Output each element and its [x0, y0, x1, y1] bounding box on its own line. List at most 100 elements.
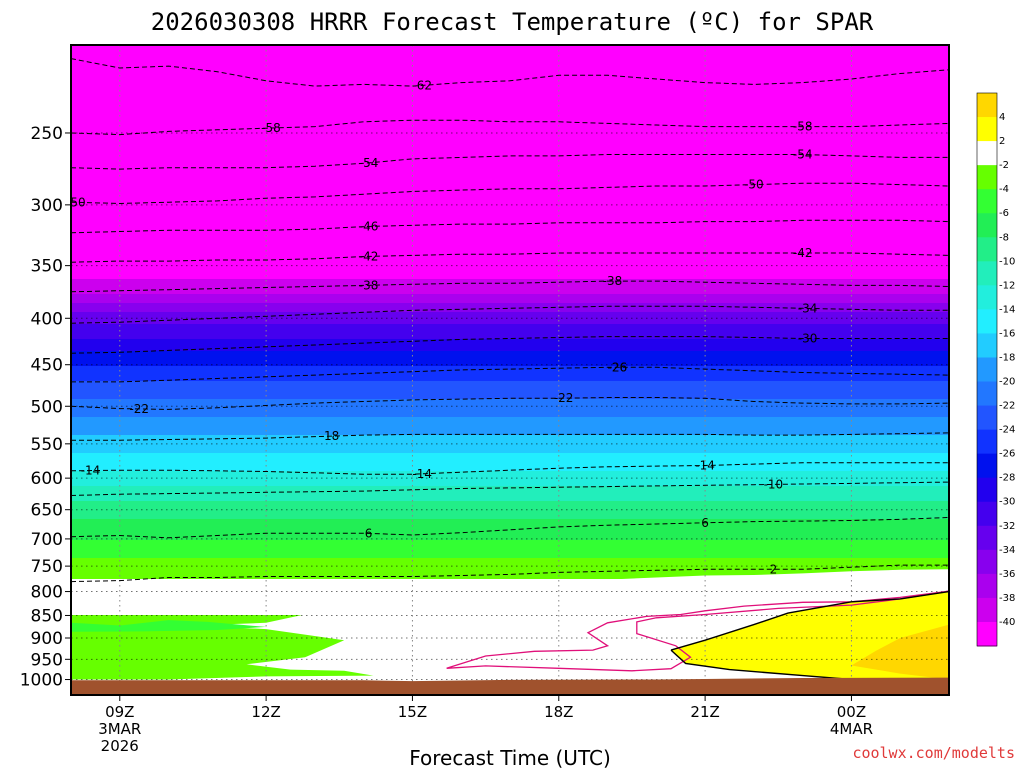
y-tick-label: 600: [31, 469, 63, 489]
contour-minus-42: [71, 252, 949, 263]
chart-title: 2026030308 HRRR Forecast Temperature (ºC…: [151, 8, 874, 36]
fill-band: [71, 177, 949, 181]
fill-band: [71, 375, 949, 379]
x-tick-label: 4MAR: [830, 720, 873, 738]
contour-label-text: -38: [359, 278, 379, 292]
colorbar-swatch: [977, 189, 997, 214]
fill-band: [71, 228, 949, 232]
fill-band: [71, 108, 949, 112]
fill-band: [71, 345, 949, 349]
fill-band: [71, 546, 949, 550]
contour-label-text: 2: [770, 562, 778, 576]
fill-band: [71, 285, 949, 289]
contour-label: -42: [359, 249, 379, 263]
contour-minus-58: [71, 119, 949, 136]
x-tick-label: 3MAR: [98, 720, 141, 738]
contour-lines: -62 -58 -54 -50 -46 -42 -38 -34 -30 -26 -22 -18 -14 -…: [71, 58, 949, 681]
colorbar-swatch: [977, 525, 997, 551]
fill-band: [71, 327, 949, 331]
colorbar-tick-label: -20: [999, 377, 1015, 388]
fill-band: [71, 207, 949, 211]
fill-band: [71, 426, 949, 430]
credit-link[interactable]: coolwx.com/modelts: [852, 744, 1015, 762]
y-tick-label: 850: [31, 606, 63, 626]
near-surface-cold-pocket: [71, 620, 267, 632]
fill-band: [71, 582, 949, 586]
x-tick-label: 21Z: [690, 703, 719, 721]
fill-band: [71, 318, 949, 322]
contour-label-text: -30: [798, 331, 818, 345]
fill-band: [71, 216, 949, 220]
contour-label-text: -38: [603, 274, 623, 288]
zero-contour-upper: [670, 590, 949, 651]
contour-minus-38: [71, 280, 949, 293]
fill-band: [71, 192, 949, 196]
contour-label-text: -54: [359, 156, 379, 170]
colorbar-tick-label: 4: [999, 112, 1005, 123]
contour-minus-22: [71, 397, 949, 410]
fill-band: [71, 72, 949, 76]
fill-band: [71, 213, 949, 217]
fill-band: [71, 435, 949, 439]
fill-band: [71, 447, 949, 451]
fill-band: [71, 156, 949, 160]
fill-band: [71, 105, 949, 109]
y-tick-label: 900: [31, 629, 63, 649]
fill-band: [71, 336, 949, 340]
contour-label: -26: [608, 360, 628, 374]
contour-minus-34: [71, 305, 949, 324]
colorbar-tick-label: -30: [999, 497, 1015, 508]
fill-band: [71, 288, 949, 292]
fill-band: [71, 423, 949, 427]
fill-band: [71, 252, 949, 256]
fill-band: [71, 468, 949, 472]
fill-band: [71, 387, 949, 391]
fill-band: [71, 141, 949, 145]
fill-band: [71, 99, 949, 103]
fill-band: [71, 393, 949, 397]
contour-label: -14: [412, 467, 432, 481]
colorbar-swatch: [977, 621, 997, 647]
contour-label-text: -62: [412, 78, 432, 92]
fill-band: [71, 552, 949, 556]
fill-band: [71, 489, 949, 493]
fill-band: [71, 300, 949, 304]
fill-band: [71, 453, 949, 457]
fill-band: [71, 306, 949, 310]
contour-minus-62: [71, 58, 949, 87]
fill-band: [71, 69, 949, 73]
fill-band: [71, 342, 949, 346]
fill-band: [71, 165, 949, 169]
contour-label: -10: [764, 477, 784, 491]
y-tick-label: 700: [31, 530, 63, 550]
fill-band: [71, 417, 949, 421]
fill-band: [71, 522, 949, 526]
colorbar-swatch: [977, 165, 997, 190]
colorbar-tick-label: -2: [999, 160, 1009, 171]
colorbar-swatch: [977, 597, 997, 623]
fill-band: [71, 549, 949, 553]
fill-band: [71, 558, 949, 562]
fill-band: [71, 321, 949, 325]
fill-band: [71, 174, 949, 178]
colorbar-tick-label: -28: [999, 473, 1015, 484]
fill-band: [71, 237, 949, 241]
warmest-layer: [851, 624, 949, 680]
fill-band: [71, 60, 949, 64]
fill-band: [71, 231, 949, 235]
colorbar-tick-label: -26: [999, 449, 1015, 460]
fill-band: [71, 348, 949, 352]
fill-band: [71, 579, 949, 583]
fill-band: [71, 486, 949, 490]
fill-band: [71, 171, 949, 175]
contour-2: [71, 564, 949, 583]
fill-band: [71, 219, 949, 223]
fill-band: [71, 198, 949, 202]
fill-band: [71, 477, 949, 481]
contour-label: -38: [359, 278, 379, 292]
contour-minus-54: [71, 154, 949, 170]
temperature-fill: [71, 45, 949, 695]
fill-band: [71, 312, 949, 316]
fill-band: [71, 282, 949, 286]
fill-band: [71, 240, 949, 244]
